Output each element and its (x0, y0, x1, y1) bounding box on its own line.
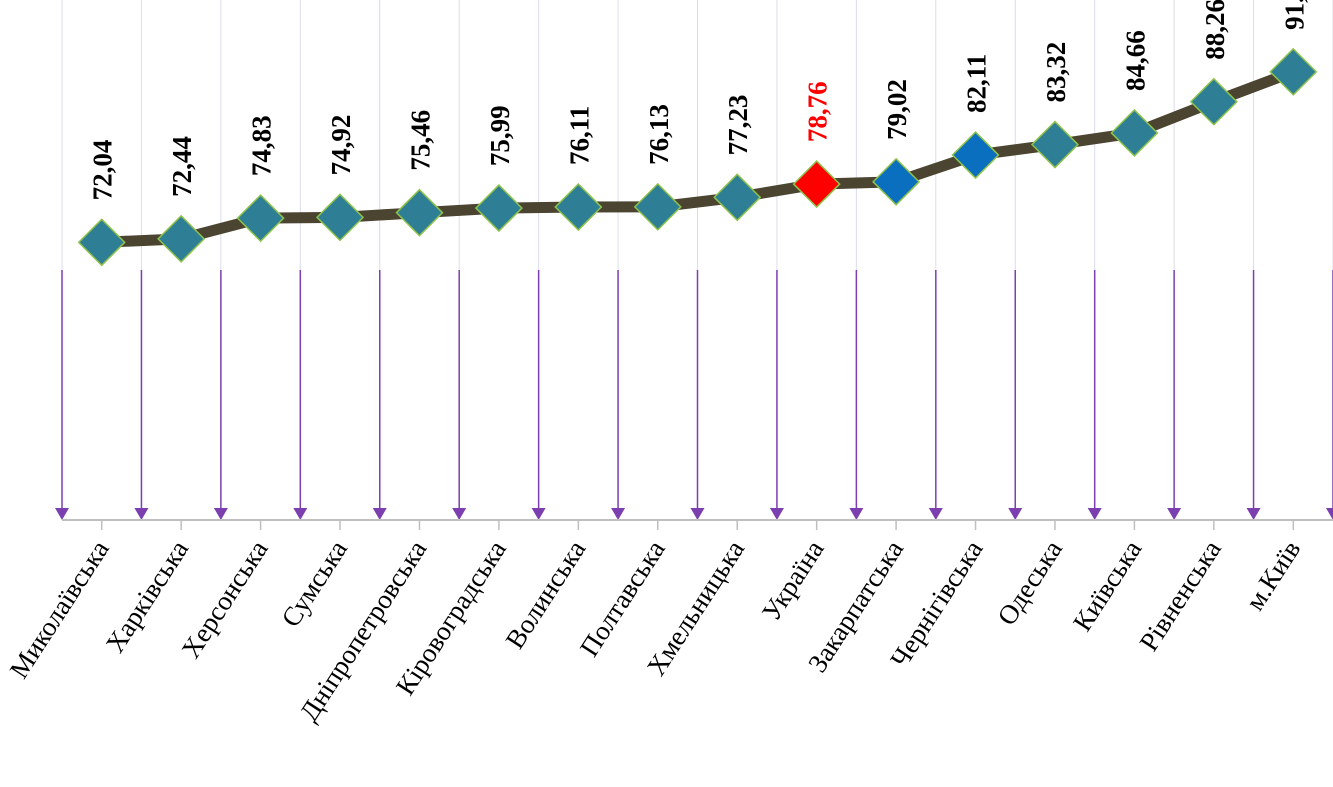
x-axis-ticks (100, 520, 1295, 530)
data-label: 83,32 (1041, 42, 1071, 103)
data-label: 74,92 (326, 115, 356, 176)
data-label: 75,46 (405, 110, 435, 171)
data-point (951, 130, 1000, 180)
drop-line (928, 270, 943, 520)
category-label: Одеська (991, 535, 1068, 631)
drop-line (134, 270, 149, 520)
data-label: 72,04 (88, 140, 118, 201)
drop-line (55, 270, 69, 520)
drop-line (849, 270, 864, 520)
data-point (872, 157, 921, 206)
drop-lines (55, 270, 1333, 520)
category-label: Україна (756, 535, 830, 626)
data-point (1189, 77, 1238, 126)
drop-line (452, 270, 467, 520)
data-point (77, 218, 126, 267)
drop-line (611, 270, 626, 520)
drop-line (1087, 270, 1102, 520)
drop-line (1326, 270, 1333, 520)
data-point (554, 182, 603, 232)
category-label: Київська (1067, 535, 1147, 637)
data-label: 74,83 (247, 115, 277, 176)
data-label: 84,66 (1120, 30, 1150, 91)
data-label: 82,11 (962, 54, 992, 113)
data-point (395, 188, 444, 237)
data-label: 91,71 (1279, 0, 1309, 30)
data-label: 88,26 (1200, 0, 1230, 60)
data-point (792, 160, 841, 209)
data-point (713, 173, 762, 222)
data-label: 76,11 (564, 106, 594, 165)
data-point (1030, 120, 1080, 169)
drop-line (372, 270, 387, 520)
data-label: 79,02 (882, 79, 912, 140)
markers (77, 47, 1318, 267)
category-label: м.Київ (1239, 535, 1306, 616)
data-label: 72,44 (167, 136, 197, 197)
drop-line (690, 270, 705, 520)
drop-line (531, 270, 546, 520)
category-label: Рівненська (1134, 535, 1227, 656)
drop-line (769, 270, 784, 520)
data-label: 76,13 (644, 104, 674, 165)
drop-line (293, 270, 308, 520)
data-point (633, 182, 682, 231)
data-label: 78,76 (803, 81, 833, 142)
drop-line (1246, 270, 1261, 520)
drop-line (1167, 270, 1182, 520)
series-line (96, 66, 1299, 248)
category-label: Сумська (275, 535, 353, 632)
drop-line (1008, 270, 1023, 520)
data-point (236, 194, 285, 243)
drop-line (213, 270, 228, 520)
data-label: 75,99 (485, 105, 515, 166)
data-labels: 72,04 72,44 74,83 74,92 75,46 75,99 76,11 76,13… (88, 0, 1310, 200)
category-label: Волинська (499, 535, 591, 654)
data-point (1110, 108, 1159, 158)
data-point (474, 184, 523, 233)
category-label: Миколаївська (4, 535, 115, 684)
data-label: 77,23 (723, 95, 753, 156)
data-point (315, 193, 365, 242)
data-point (157, 214, 206, 263)
data-point (1269, 47, 1318, 96)
